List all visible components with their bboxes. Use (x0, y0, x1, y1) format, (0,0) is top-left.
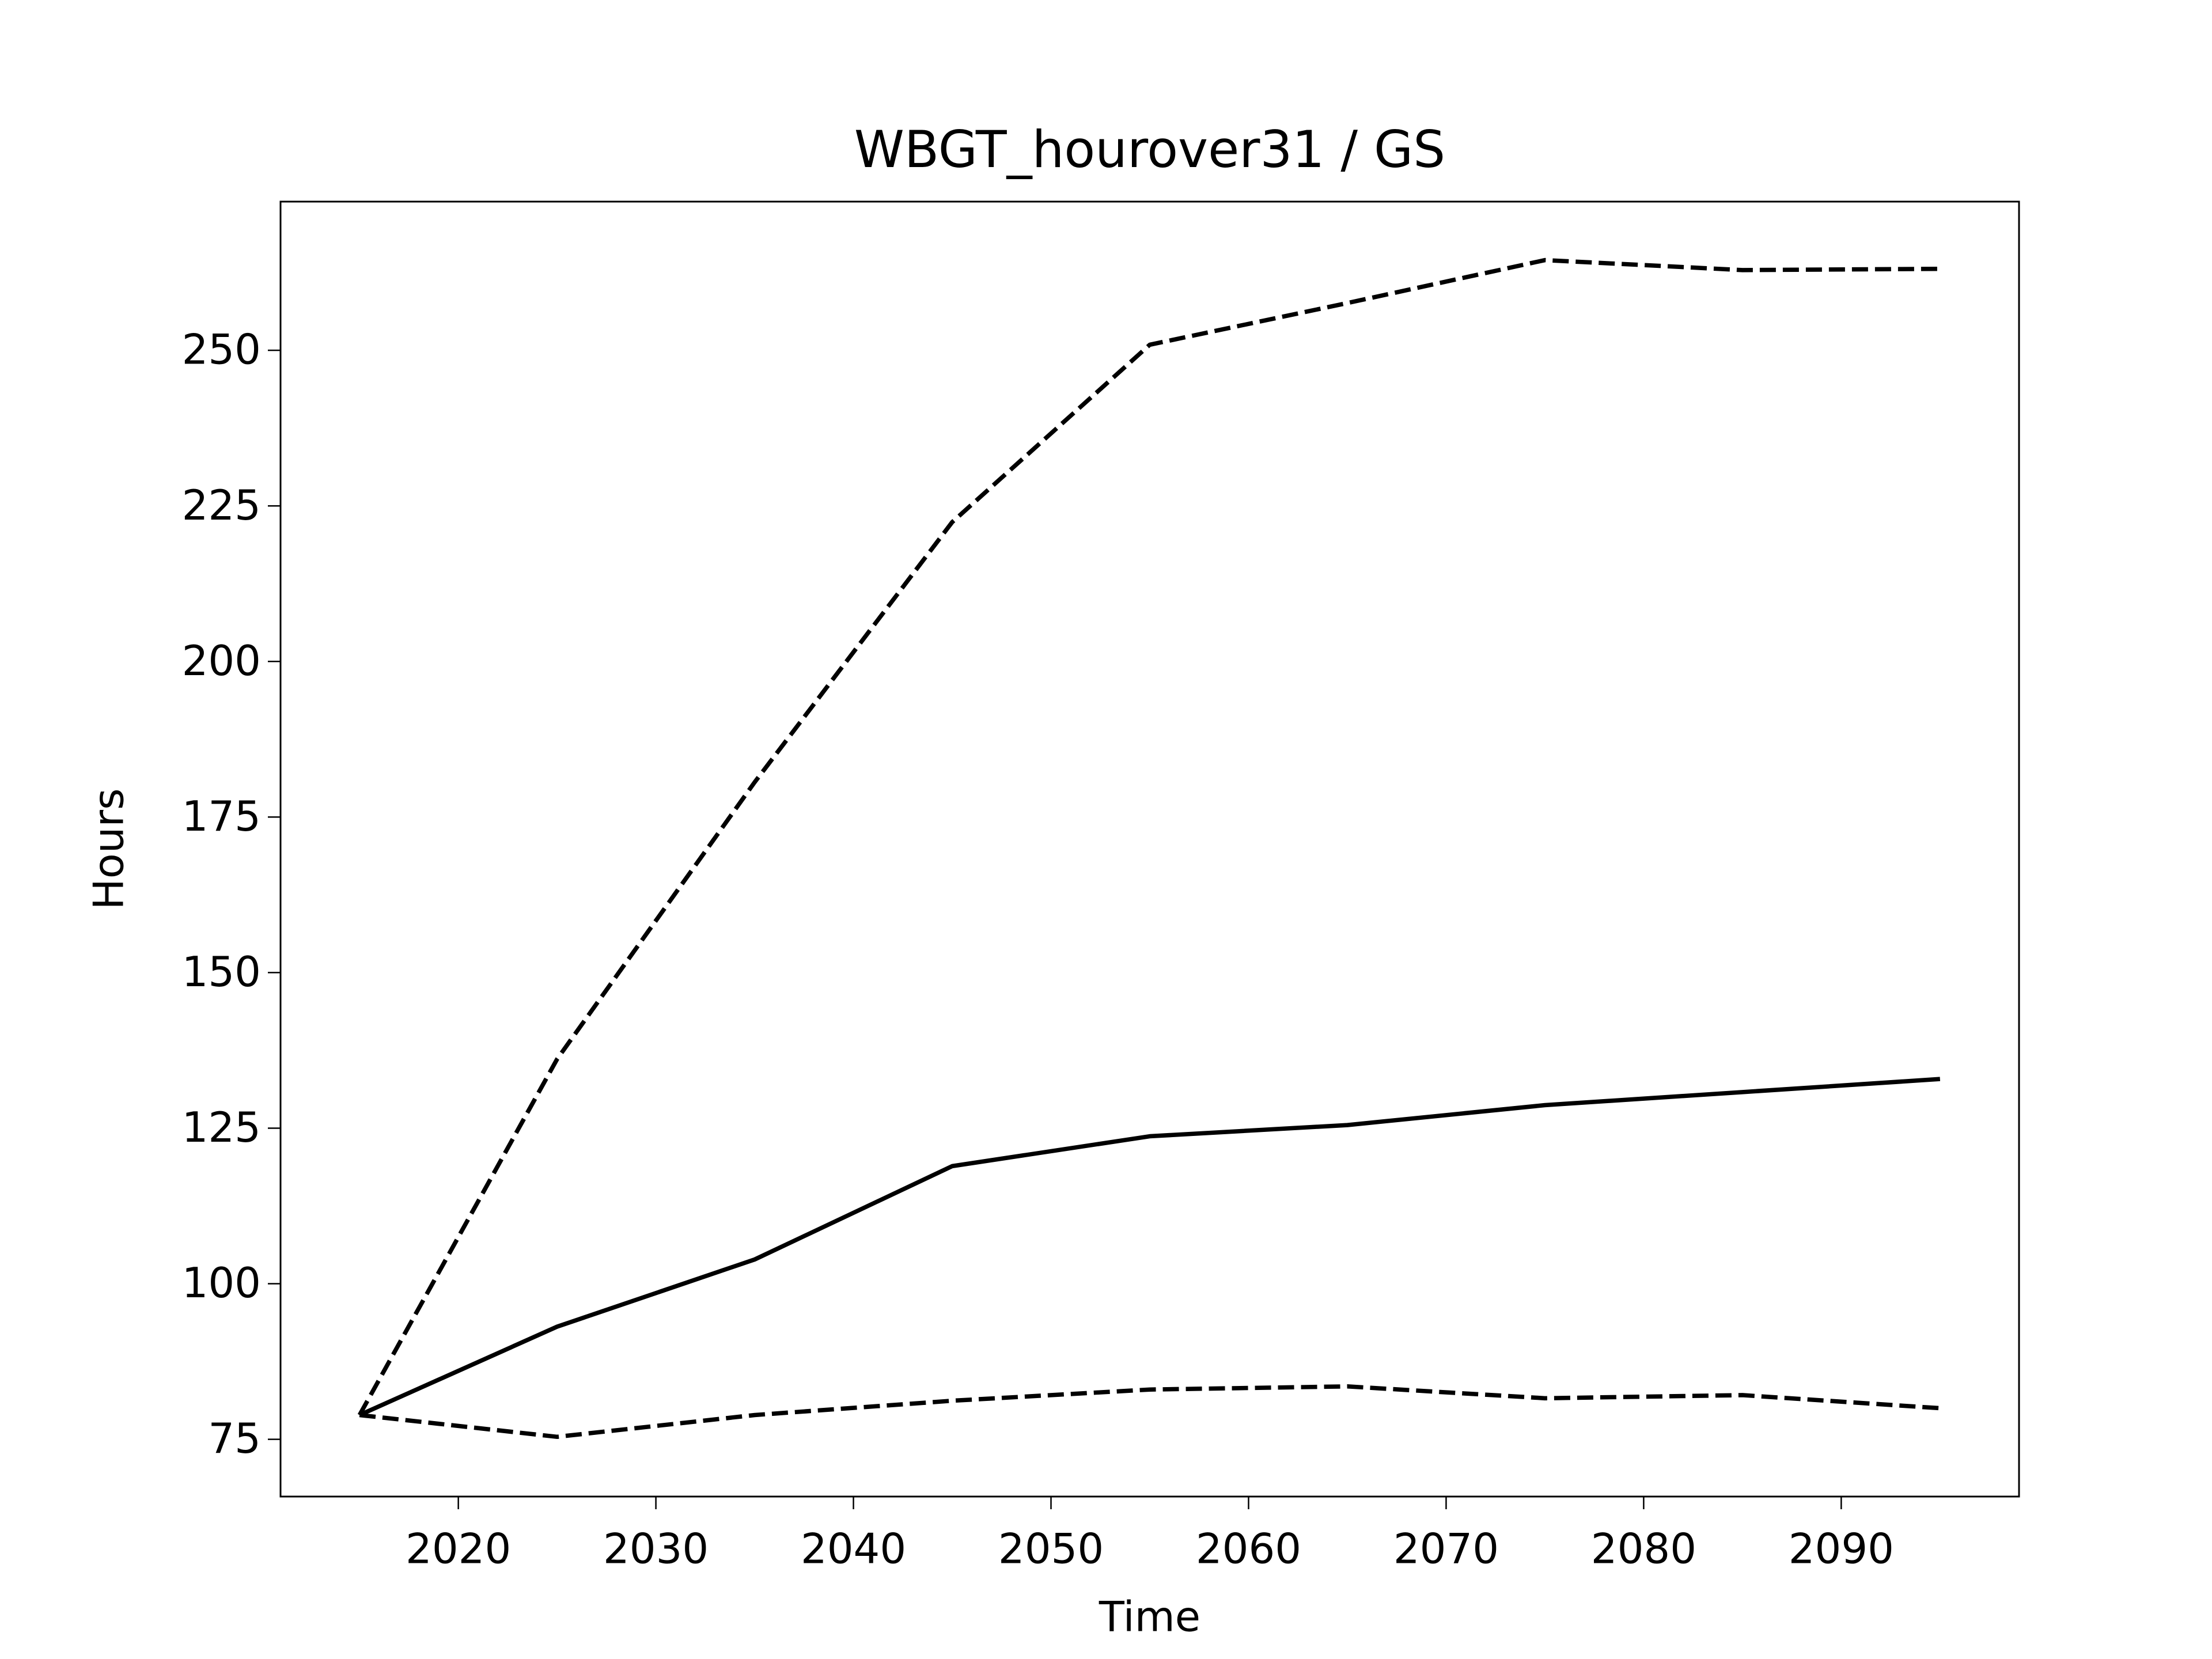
y-tick-label: 175 (182, 792, 261, 840)
x-tick-label: 2030 (603, 1525, 709, 1573)
x-tick-label: 2070 (1393, 1525, 1499, 1573)
y-tick-label: 100 (182, 1259, 261, 1307)
x-tick-label: 2040 (801, 1525, 906, 1573)
x-tick-label: 2080 (1591, 1525, 1696, 1573)
plot-frame (279, 200, 2020, 1498)
y-tick-label: 225 (182, 481, 261, 529)
series-line (357, 257, 1940, 1416)
x-tick-label: 2090 (1789, 1525, 1894, 1573)
y-tick-label: 200 (182, 637, 261, 685)
y-tick-label: 250 (182, 325, 261, 374)
x-axis-label: Time (1099, 1593, 1200, 1641)
y-tick-label: 75 (208, 1414, 261, 1463)
chart-title: WBGT_hourover31 / GS (854, 120, 1445, 179)
x-tick-label: 2050 (998, 1525, 1104, 1573)
x-tick-label: 2060 (1196, 1525, 1301, 1573)
y-tick-label: 125 (182, 1103, 261, 1152)
series-line (358, 1077, 1941, 1417)
y-tick-label: 150 (182, 948, 261, 996)
series-line (359, 1384, 1941, 1440)
y-axis-label: Hours (85, 789, 133, 910)
x-tick-label: 2020 (406, 1525, 511, 1573)
